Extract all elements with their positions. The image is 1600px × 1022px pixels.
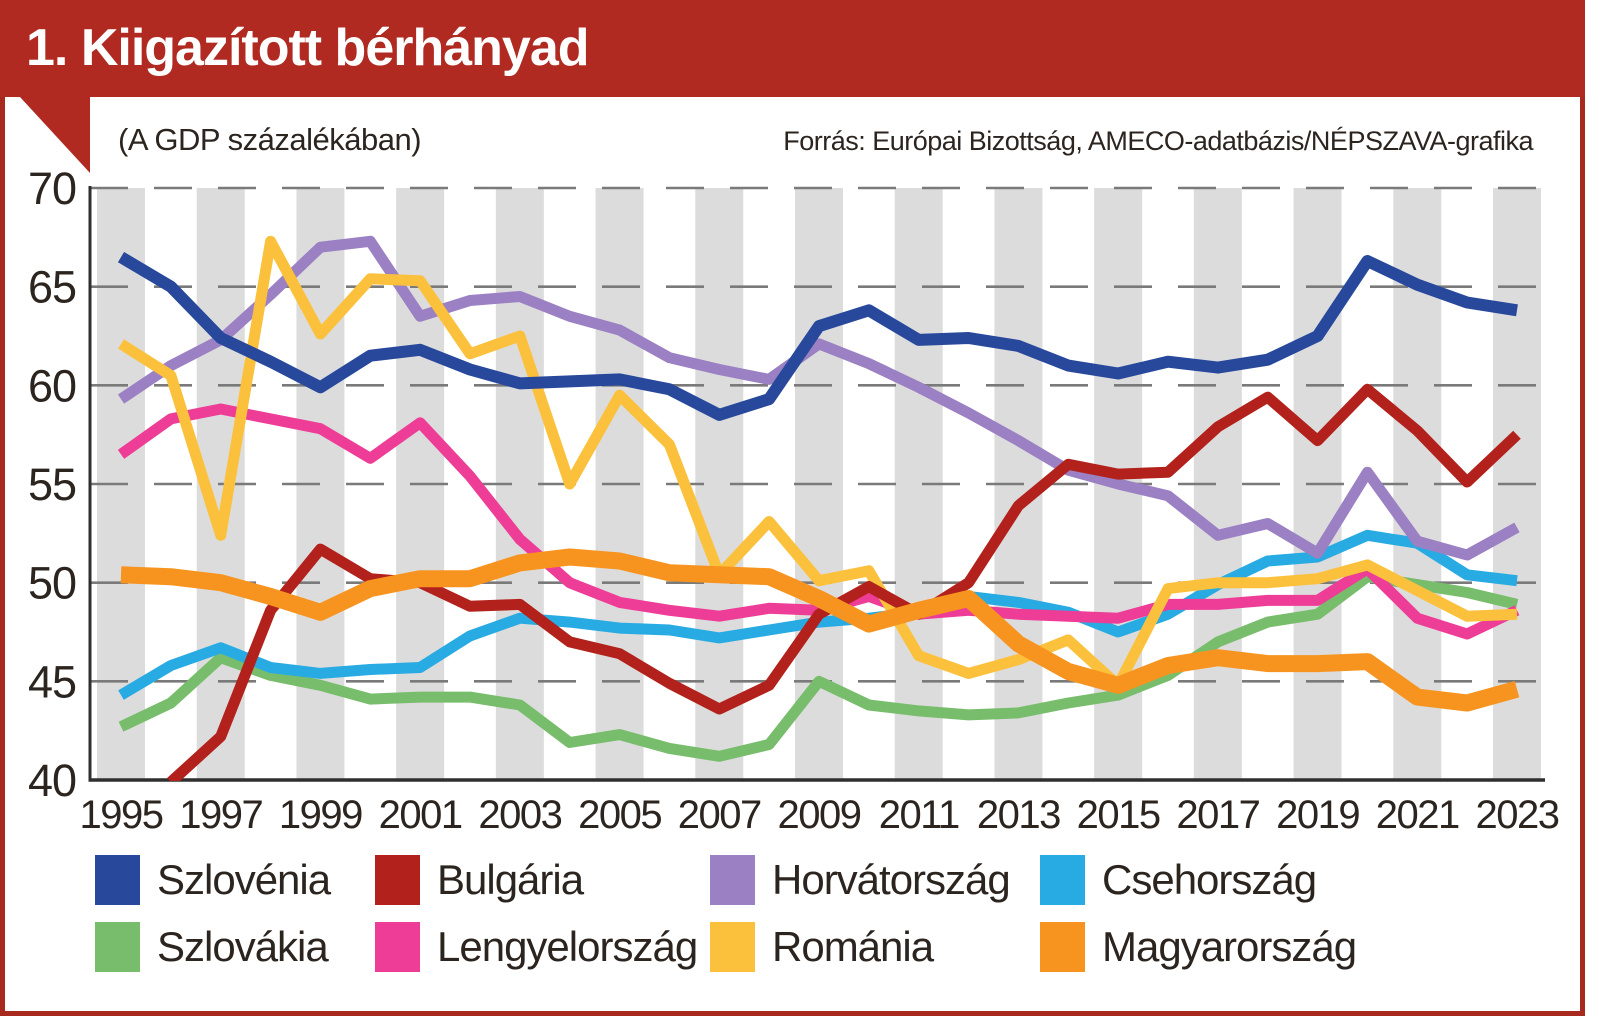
- x-tick-label: 2011: [879, 793, 959, 837]
- y-tick-label: 60: [28, 360, 76, 411]
- page-title: 1. Kiigazított bérhányad: [26, 19, 590, 77]
- x-tick-label: 1997: [179, 793, 262, 837]
- x-tick-label: 2001: [379, 793, 462, 837]
- y-tick-label: 65: [28, 262, 76, 313]
- y-tick-label: 50: [28, 558, 76, 609]
- line-románia: [118, 235, 1518, 691]
- x-tick-label: 2009: [778, 793, 861, 837]
- x-tick-label: 1995: [80, 793, 163, 837]
- title-banner: 1. Kiigazított bérhányad: [0, 0, 1585, 97]
- line-szlovákia: [118, 571, 1519, 762]
- x-tick-label: 2023: [1476, 793, 1559, 837]
- x-tick-label: 2015: [1077, 793, 1160, 837]
- line-horvátország: [117, 235, 1520, 561]
- line-magyarország: [120, 548, 1520, 712]
- axes: [88, 186, 1545, 782]
- x-tick-label: 1999: [279, 793, 362, 837]
- y-tick-label: 45: [28, 656, 76, 707]
- x-axis-labels: 1995 1997 1999 2001 2003 2005 2007 2009 2011 2013…: [80, 793, 1561, 837]
- y-tick-label: 70: [28, 163, 76, 214]
- x-tick-label: 2003: [478, 793, 561, 837]
- y-axis-labels: 70 65 60 55 50 45 40: [28, 163, 77, 806]
- source-credit: Forrás: Európai Bizottság, AMECO-adatbáz…: [783, 126, 1533, 156]
- series-lines: [117, 235, 1521, 781]
- x-tick-label: 2005: [578, 793, 661, 837]
- y-tick-label: 55: [28, 459, 76, 510]
- x-tick-label: 2017: [1176, 793, 1259, 837]
- x-tick-label: 2019: [1276, 793, 1359, 837]
- x-tick-label: 2013: [977, 793, 1060, 837]
- x-tick-label: 2007: [678, 793, 761, 837]
- x-tick-label: 2021: [1376, 793, 1459, 837]
- line-szlovénia: [117, 251, 1518, 421]
- y-tick-label: 40: [28, 755, 76, 806]
- chart-subtitle: (A GDP százalékában): [118, 122, 422, 157]
